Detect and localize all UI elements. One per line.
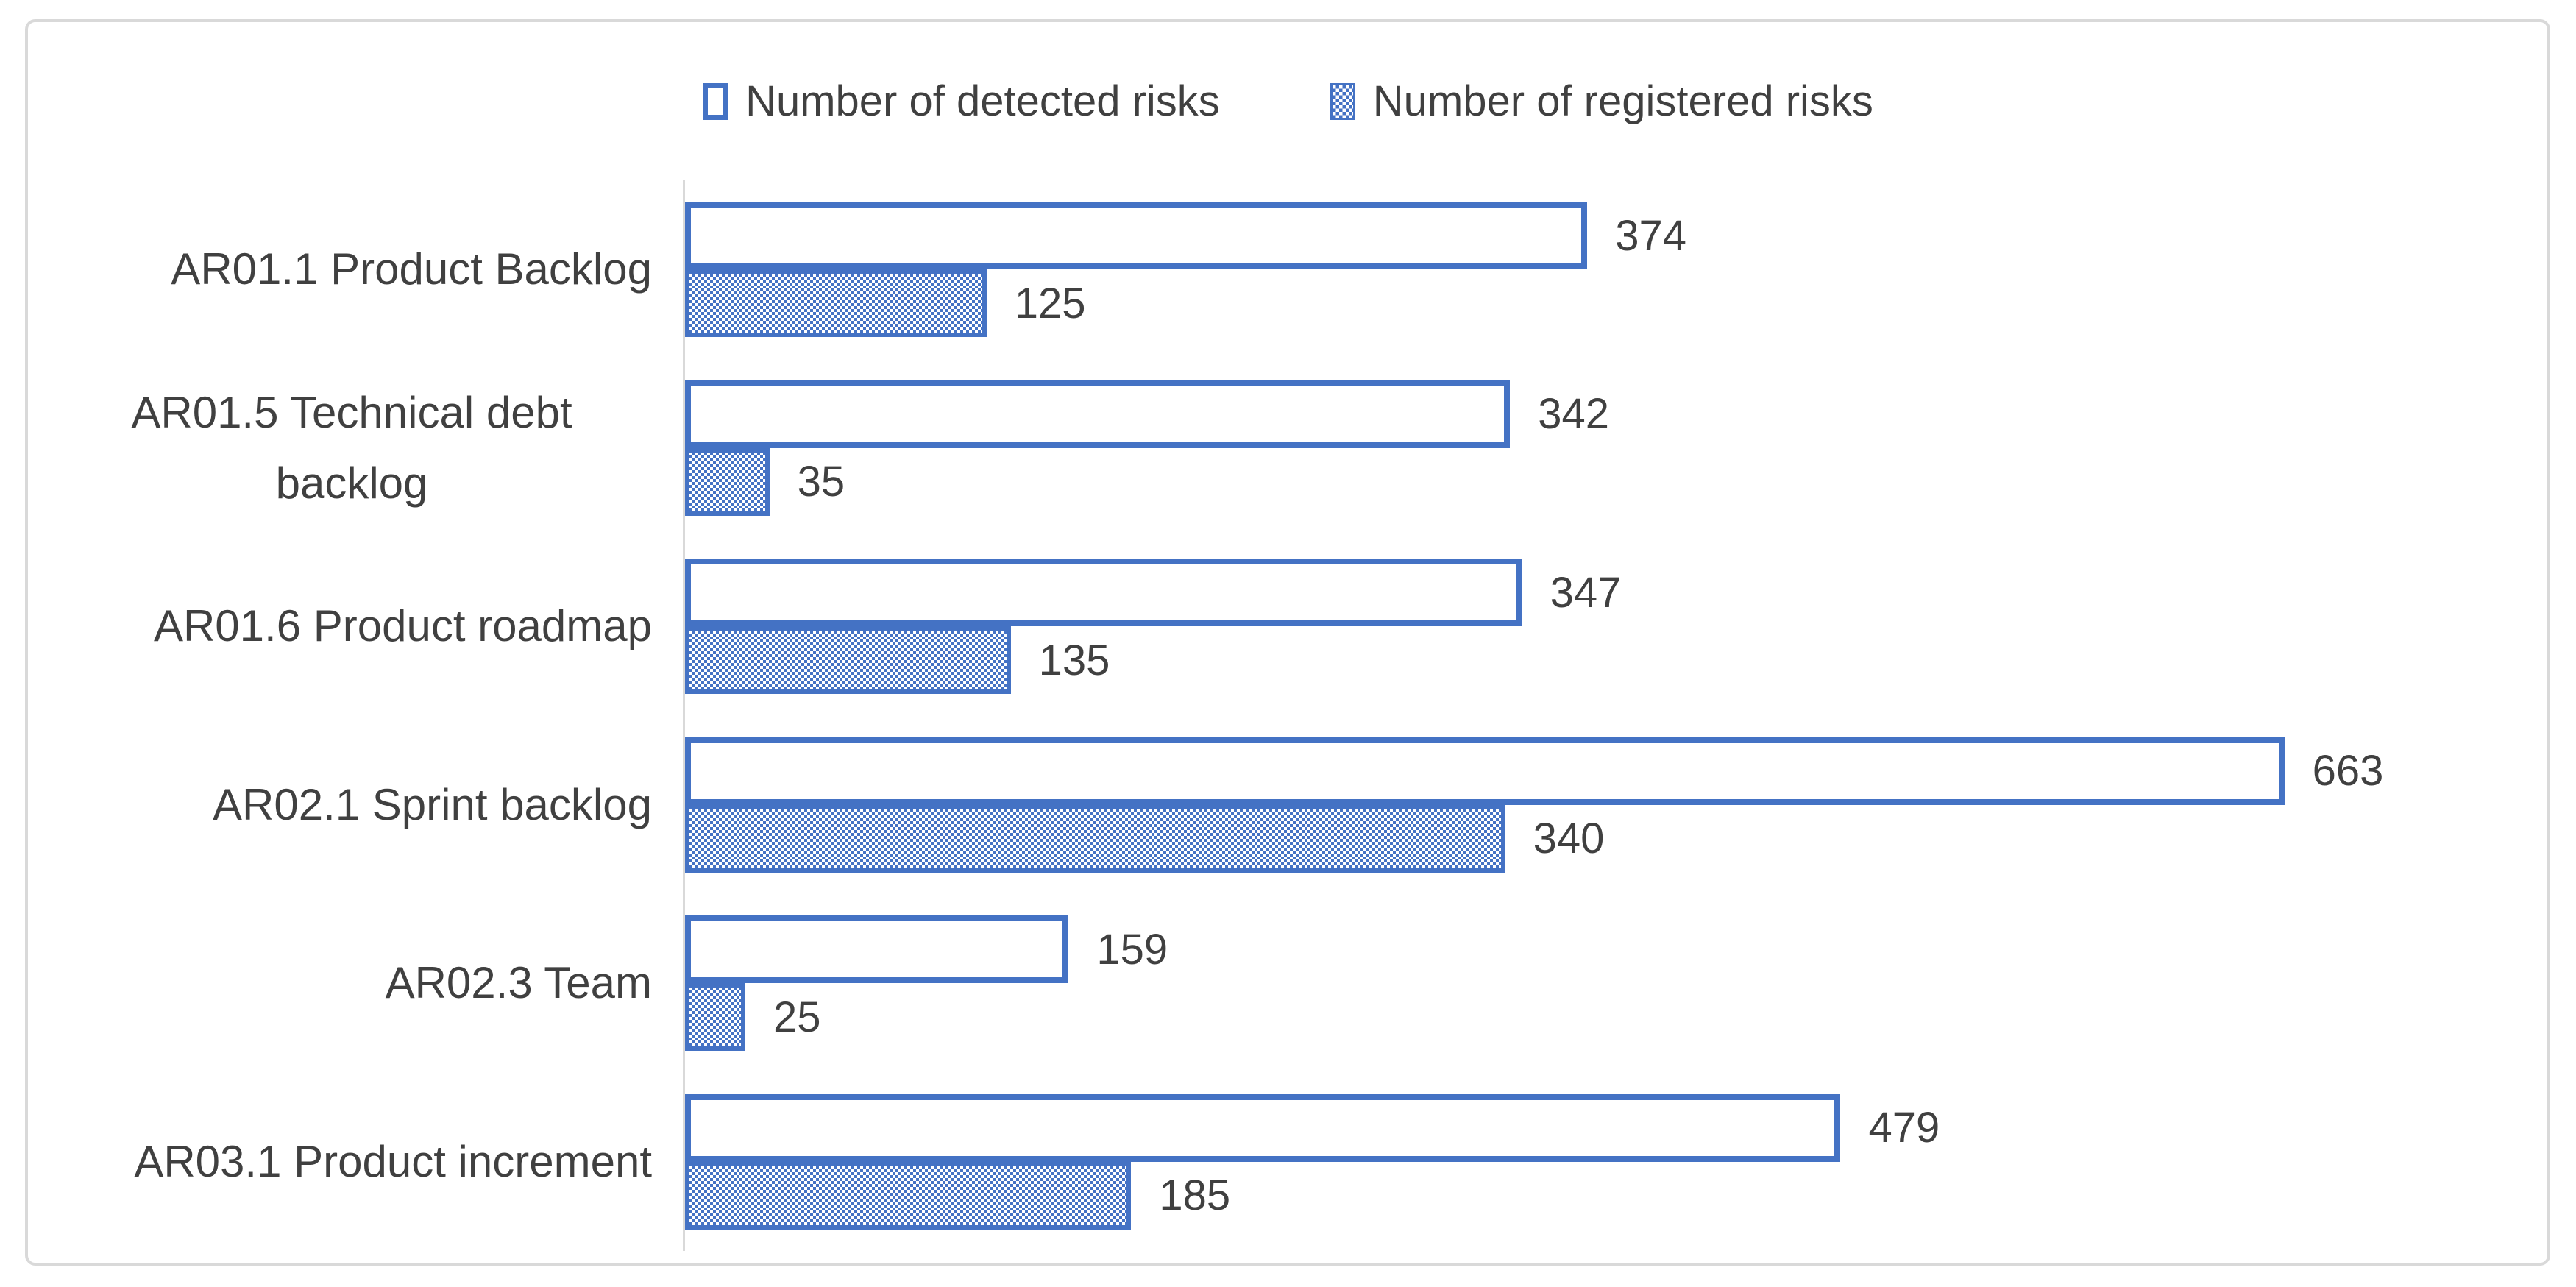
bar-line: 25 (685, 983, 2547, 1052)
value-label: 135 (1038, 636, 1110, 684)
bar-line: 185 (685, 1161, 2547, 1230)
category-label: AR01.6 Product roadmap (153, 601, 652, 651)
bar-detected (685, 915, 1069, 984)
value-label: 25 (773, 993, 821, 1041)
bar-line: 125 (685, 269, 2547, 338)
bar-line: 35 (685, 447, 2547, 516)
legend-label-registered: Number of registered risks (1372, 77, 1873, 125)
bar-registered (685, 983, 745, 1052)
value-label: 663 (2312, 747, 2384, 795)
value-label: 347 (1550, 568, 1622, 617)
bar-registered (685, 1161, 1132, 1230)
bar-detected (685, 202, 1588, 270)
bar-group: 159 25 (683, 894, 2547, 1073)
bar-line: 479 (685, 1093, 2547, 1162)
bar-detected (685, 737, 2285, 805)
value-label: 35 (797, 458, 845, 506)
bar-line: 342 (685, 380, 2547, 448)
value-label: 185 (1159, 1171, 1231, 1220)
category-label: AR02.3 Team (385, 958, 652, 1008)
value-label: 479 (1868, 1104, 1940, 1152)
category-label: AR03.1 Product increment (134, 1136, 652, 1186)
category-label: AR02.1 Sprint backlog (212, 779, 652, 829)
chart-row: AR02.1 Sprint backlog 663 340 (52, 715, 2547, 894)
chart-row: AR03.1 Product increment 479 185 (52, 1072, 2547, 1251)
bar-group: 374 125 (683, 180, 2547, 359)
plot-rows: AR01.1 Product Backlog 374 125 AR01.5 Techn… (52, 180, 2547, 1251)
bar-line: 340 (685, 804, 2547, 873)
category-label: AR01.5 Technical debt backlog (131, 387, 572, 508)
category-label: AR01.1 Product Backlog (171, 244, 652, 294)
value-label: 159 (1096, 925, 1168, 974)
legend-label-detected: Number of detected risks (745, 77, 1220, 125)
bar-detected (685, 380, 1511, 448)
bar-line: 159 (685, 915, 2547, 984)
bar-group: 663 340 (683, 715, 2547, 894)
bar-registered (685, 626, 1011, 695)
bar-registered (685, 269, 987, 338)
value-label: 125 (1014, 279, 1086, 327)
legend-marker-registered-icon (1330, 82, 1355, 120)
chart-row: AR01.5 Technical debt backlog 342 35 (52, 358, 2547, 537)
bar-group: 342 35 (683, 358, 2547, 537)
value-label: 342 (1538, 390, 1609, 439)
bar-registered (685, 447, 770, 516)
legend-marker-detected-icon (703, 82, 728, 120)
value-label: 340 (1533, 815, 1605, 863)
chart-row: AR01.1 Product Backlog 374 125 (52, 180, 2547, 359)
bar-registered (685, 804, 1505, 873)
bar-line: 663 (685, 737, 2547, 805)
bar-detected (685, 559, 1522, 627)
bar-line: 374 (685, 202, 2547, 270)
bar-group: 347 135 (683, 537, 2547, 716)
chart-row: AR01.6 Product roadmap 347 135 (52, 537, 2547, 716)
bar-line: 347 (685, 559, 2547, 627)
value-label: 374 (1615, 211, 1687, 260)
legend-item-detected: Number of detected risks (703, 77, 1220, 126)
legend-item-registered: Number of registered risks (1330, 77, 1873, 126)
legend: Number of detected risks Number of regis… (0, 77, 2576, 126)
chart-row: AR02.3 Team 159 25 (52, 894, 2547, 1073)
bar-group: 479 185 (683, 1072, 2547, 1251)
bar-line: 135 (685, 626, 2547, 695)
bar-detected (685, 1093, 1841, 1162)
